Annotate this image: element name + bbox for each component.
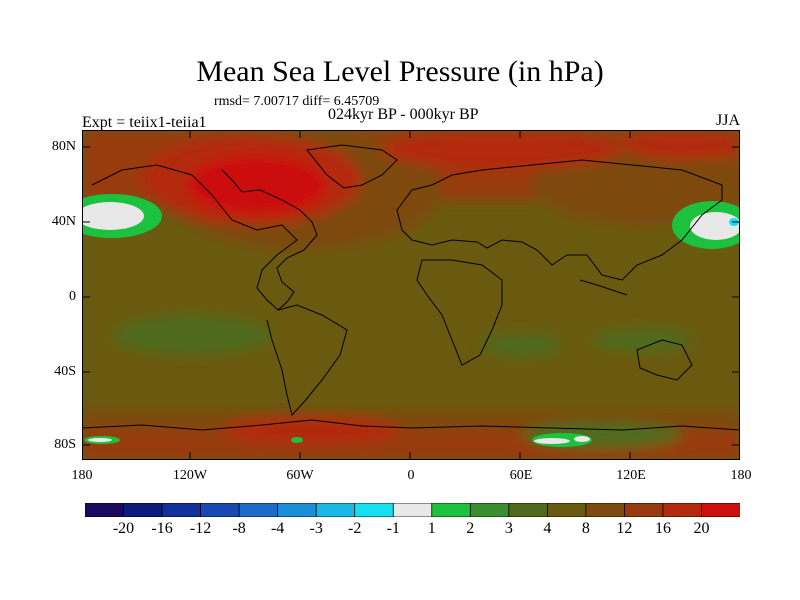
colorbar-swatch bbox=[701, 503, 740, 517]
experiment-label: Expt = teiix1-teiia1 bbox=[82, 114, 207, 131]
x-tick-label: 60E bbox=[509, 468, 533, 483]
colorbar-swatch bbox=[238, 503, 279, 517]
colorbar-swatch bbox=[161, 503, 202, 517]
colorbar-label: -8 bbox=[232, 520, 246, 537]
colorbar-label: -16 bbox=[151, 520, 173, 537]
y-tick-label: 40N bbox=[51, 214, 76, 229]
colorbar-label: -4 bbox=[270, 520, 285, 537]
season-label: JJA bbox=[715, 112, 740, 129]
colorbar-label: 2 bbox=[466, 520, 475, 537]
colorbar-label: 8 bbox=[581, 520, 590, 537]
y-tick-label: 0 bbox=[69, 289, 76, 304]
x-tick-label: 180 bbox=[71, 468, 93, 483]
coastlines bbox=[82, 144, 740, 431]
map-title: Mean Sea Level Pressure (in hPa) bbox=[196, 55, 604, 88]
colorbar-label: -1 bbox=[386, 520, 400, 537]
x-tick-label: 180 bbox=[730, 468, 752, 483]
x-tick-label: 120E bbox=[616, 468, 646, 483]
colorbar-swatch bbox=[585, 503, 626, 517]
colorbar-label: 3 bbox=[504, 520, 513, 537]
map-subtitle: 024kyr BP - 000kyr BP bbox=[328, 106, 479, 123]
colorbar-label: 12 bbox=[616, 520, 633, 537]
colorbar-swatch bbox=[354, 503, 395, 517]
colorbar-swatch bbox=[85, 503, 125, 517]
colorbar-swatch bbox=[431, 503, 472, 517]
x-tick-label: 0 bbox=[407, 468, 415, 483]
colorbar-label: -12 bbox=[189, 520, 212, 537]
colorbar bbox=[85, 503, 740, 517]
y-tick-label: 80N bbox=[51, 139, 76, 154]
colorbar-label: 20 bbox=[693, 520, 710, 537]
pressure-map bbox=[82, 130, 740, 460]
colorbar-swatch bbox=[392, 503, 433, 517]
map-frame bbox=[82, 130, 740, 460]
colorbar-swatch bbox=[662, 503, 703, 517]
colorbar-swatch bbox=[508, 503, 549, 517]
colorbar-label: -3 bbox=[309, 520, 323, 537]
colorbar-label: -2 bbox=[348, 520, 362, 537]
colorbar-label: 1 bbox=[427, 520, 436, 537]
colorbar-swatch bbox=[624, 503, 664, 517]
y-tick-label: 80S bbox=[54, 437, 76, 452]
colorbar-swatch bbox=[200, 503, 241, 517]
tick-marks bbox=[82, 130, 740, 460]
colorbar-label: 4 bbox=[543, 520, 552, 537]
colorbar-swatch bbox=[277, 503, 318, 517]
colorbar-label: 16 bbox=[654, 520, 671, 537]
colorbar-swatch bbox=[315, 503, 356, 517]
colorbar-swatch bbox=[546, 503, 587, 517]
stats-text: rmsd= 7.00717 diff= 6.45709 bbox=[214, 94, 380, 109]
colorbar-label: -20 bbox=[112, 520, 135, 537]
x-tick-label: 60W bbox=[286, 468, 314, 483]
colorbar-swatch bbox=[123, 503, 163, 517]
y-tick-label: 40S bbox=[54, 364, 76, 379]
x-tick-label: 120W bbox=[172, 468, 208, 483]
colorbar-swatch bbox=[469, 503, 510, 517]
